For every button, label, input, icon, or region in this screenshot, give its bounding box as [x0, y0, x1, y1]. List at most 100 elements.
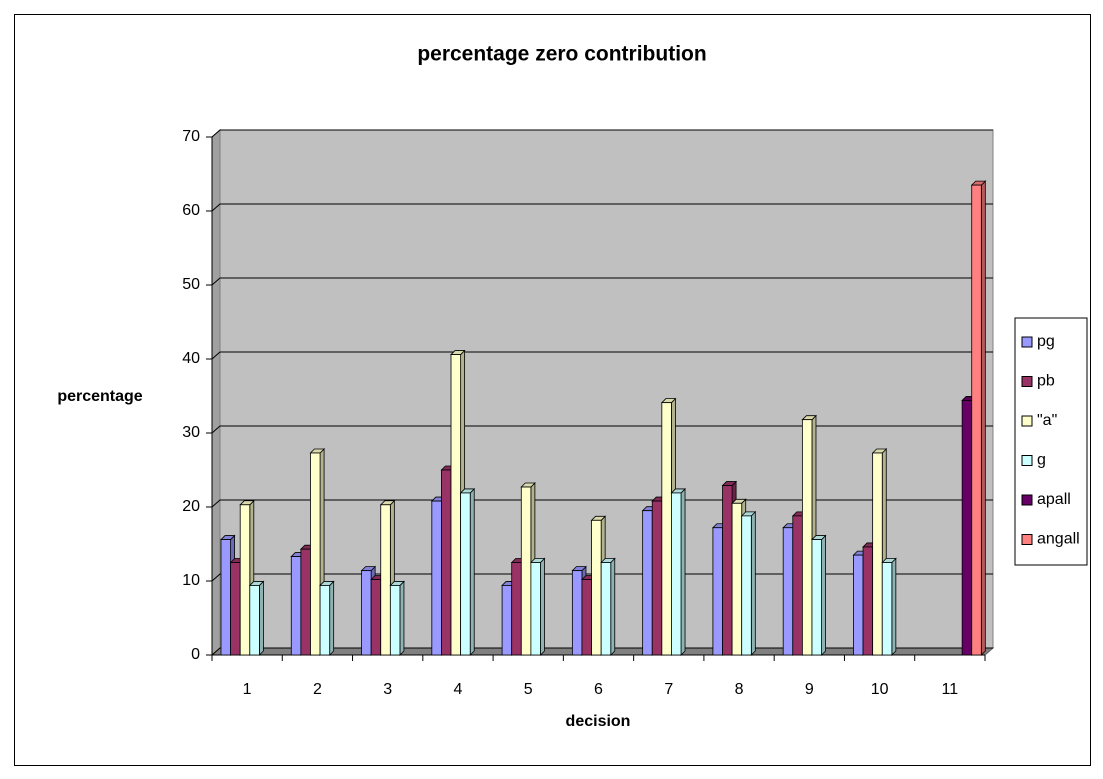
bar-side: [750, 510, 756, 656]
x-tick-label: 9: [805, 681, 814, 698]
legend-swatch: [1021, 494, 1033, 506]
bar: [581, 579, 592, 656]
x-tick-label: 1: [243, 681, 252, 698]
bar: [862, 546, 874, 656]
y-tick-label: 0: [191, 646, 200, 663]
x-tick-label: 4: [454, 681, 463, 698]
x-tick-label: 3: [383, 681, 392, 698]
legend-label: pg: [1037, 333, 1055, 350]
bar: [651, 500, 663, 656]
bar: [441, 469, 452, 656]
bar-group: [881, 557, 897, 656]
bar-group: [811, 534, 827, 656]
bar: [722, 485, 733, 656]
bar: [600, 562, 612, 656]
bar: [380, 504, 391, 656]
bar: [741, 515, 752, 656]
grid-line: [211, 129, 993, 138]
legend-swatch: [1021, 376, 1033, 387]
bar-group: [970, 180, 987, 656]
bar: [310, 452, 321, 656]
x-tick-label: 5: [524, 681, 533, 698]
x-tick-label: 11: [942, 681, 959, 698]
y-tick-label: 70: [182, 128, 200, 145]
bar: [239, 504, 251, 656]
bar: [290, 556, 302, 656]
x-tick-label: 10: [871, 681, 889, 698]
bar: [671, 492, 682, 656]
y-tick-label: 60: [182, 202, 200, 219]
bar: [511, 562, 522, 656]
legend-label: g: [1037, 452, 1046, 469]
y-tick-label: 40: [182, 350, 200, 367]
bar: [731, 502, 743, 656]
y-tick-label: 30: [182, 424, 200, 441]
bar: [801, 419, 813, 656]
x-tick-label: 7: [664, 681, 673, 698]
legend-label: apall: [1037, 491, 1071, 508]
legend-label: pb: [1037, 373, 1055, 390]
grid-line: [211, 277, 993, 286]
bar-group: [670, 487, 687, 656]
bar-side: [399, 580, 405, 656]
bar: [881, 562, 893, 656]
bar-side: [610, 557, 616, 656]
bar: [792, 515, 803, 656]
bar: [811, 539, 822, 656]
legend-box: [1014, 317, 1088, 566]
bar: [642, 510, 653, 656]
bar-side: [680, 487, 686, 656]
bar: [591, 519, 602, 656]
legend-swatch: [1021, 455, 1033, 466]
y-axis-label: percentage: [57, 388, 142, 405]
grid-line: [211, 351, 993, 360]
bar: [431, 500, 442, 656]
grid-line: [211, 203, 993, 212]
bar: [319, 585, 331, 656]
y-tick-label: 10: [182, 572, 200, 589]
bar-group: [600, 557, 616, 656]
y-tick-label: 50: [182, 276, 200, 293]
bar: [971, 184, 982, 656]
bar-side: [821, 534, 826, 656]
bar-side: [540, 557, 545, 656]
bar: [220, 539, 232, 656]
bar: [712, 527, 723, 656]
chart-title: percentage zero contribution: [417, 43, 706, 66]
bar-group: [459, 487, 476, 656]
bar-group: [319, 580, 335, 656]
legend-swatch: [1021, 336, 1033, 348]
x-tick-label: 8: [735, 681, 744, 698]
bar: [520, 486, 532, 656]
bar-side: [891, 557, 897, 656]
grid-line: [211, 425, 993, 434]
legend-label: angall: [1037, 531, 1080, 548]
bar-side: [469, 487, 475, 656]
bar: [853, 554, 864, 656]
bar-side: [258, 580, 264, 656]
bar-side: [980, 180, 986, 656]
bar: [249, 585, 260, 656]
bar: [782, 527, 794, 656]
bar: [530, 562, 541, 656]
legend-swatch: [1021, 415, 1033, 427]
x-axis-label: decision: [566, 713, 631, 730]
bar-group: [389, 580, 405, 656]
bar: [571, 570, 583, 656]
legend-swatch: [1021, 534, 1033, 545]
bar: [300, 548, 311, 656]
legend-label: "a": [1037, 412, 1057, 429]
bar: [872, 452, 883, 656]
bar-group: [740, 510, 757, 656]
bar: [389, 585, 401, 656]
bar-group: [529, 557, 546, 656]
bar-group: [248, 580, 265, 656]
bar: [661, 402, 672, 656]
y-tick-label: 20: [182, 498, 200, 515]
bar-side: [329, 580, 335, 656]
bar: [370, 579, 382, 656]
x-tick-label: 6: [594, 681, 603, 698]
side-wall: [211, 128, 221, 657]
bar: [361, 570, 372, 656]
